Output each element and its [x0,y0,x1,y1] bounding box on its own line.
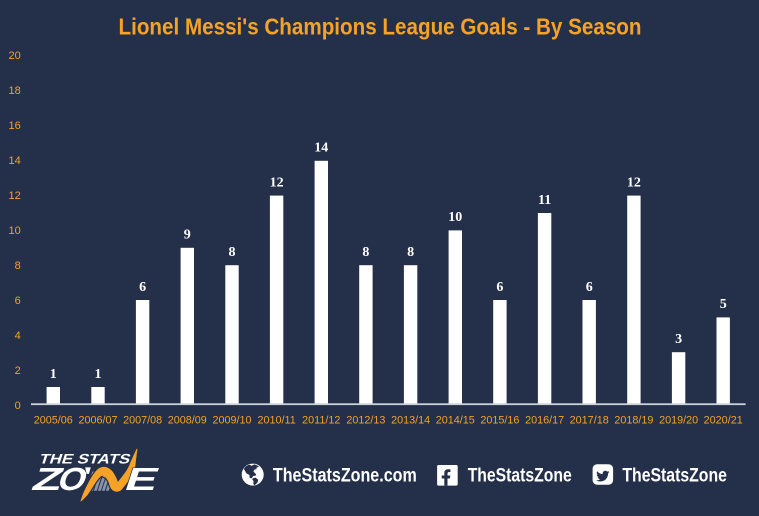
svg-text:1: 1 [50,367,57,382]
svg-text:16: 16 [9,120,21,132]
svg-text:6: 6 [139,280,146,295]
svg-text:0: 0 [15,400,21,412]
svg-text:2008/09: 2008/09 [168,414,207,426]
svg-text:2019/20: 2019/20 [659,414,698,426]
svg-text:5: 5 [720,297,727,312]
svg-text:4: 4 [15,330,21,342]
svg-text:2006/07: 2006/07 [78,414,117,426]
svg-text:2007/08: 2007/08 [123,414,162,426]
svg-text:2013/14: 2013/14 [391,414,430,426]
svg-text:1: 1 [95,367,102,382]
svg-text:2005/06: 2005/06 [34,414,73,426]
svg-text:2014/15: 2014/15 [436,414,475,426]
svg-text:6: 6 [586,280,593,295]
svg-text:TheStatsZone: TheStatsZone [622,465,727,486]
svg-text:10: 10 [9,225,21,237]
svg-text:2015/16: 2015/16 [480,414,519,426]
svg-text:2009/10: 2009/10 [212,414,251,426]
svg-text:8: 8 [229,245,236,260]
svg-text:6: 6 [496,280,503,295]
svg-text:THE STATS: THE STATS [37,451,133,467]
svg-text:2: 2 [15,365,21,377]
svg-text:2011/12: 2011/12 [302,414,340,426]
svg-text:20: 20 [9,50,21,62]
svg-text:2020/21: 2020/21 [704,414,743,426]
svg-text:2018/19: 2018/19 [614,414,653,426]
svg-text:9: 9 [184,228,191,243]
svg-text:Lionel Messi's Champions Leagu: Lionel Messi's Champions League Goals - … [119,13,642,39]
svg-text:2010/11: 2010/11 [257,414,295,426]
svg-text:14: 14 [9,155,21,167]
svg-text:2012/13: 2012/13 [346,414,385,426]
svg-text:TheStatsZone: TheStatsZone [468,465,572,486]
svg-text:3: 3 [675,332,682,347]
svg-text:2016/17: 2016/17 [525,414,564,426]
svg-text:11: 11 [538,193,551,208]
svg-text:8: 8 [15,260,21,272]
svg-text:10: 10 [448,210,462,225]
svg-text:12: 12 [9,190,21,202]
svg-text:6: 6 [15,295,21,307]
svg-text:14: 14 [314,141,328,156]
svg-text:12: 12 [270,175,284,190]
svg-text:18: 18 [9,85,21,97]
svg-text:2017/18: 2017/18 [570,414,609,426]
svg-text:TheStatsZone.com: TheStatsZone.com [273,465,417,486]
svg-text:12: 12 [627,175,641,190]
svg-text:8: 8 [407,245,414,260]
svg-text:8: 8 [362,245,369,260]
